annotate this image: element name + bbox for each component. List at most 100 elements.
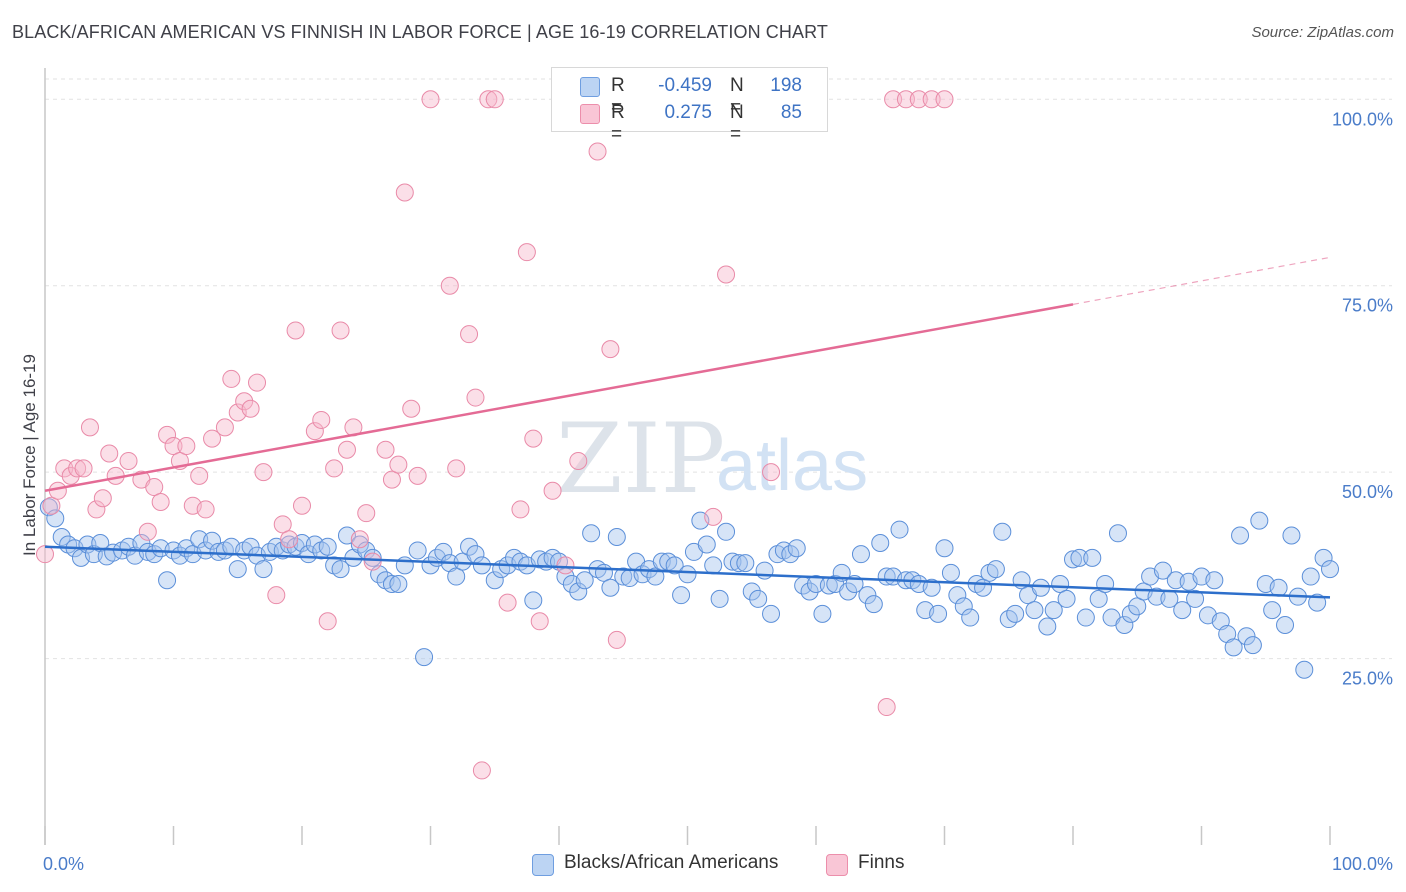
series-blacks-points <box>39 498 1339 679</box>
blacks-point <box>1153 561 1172 580</box>
finns-point <box>318 612 337 631</box>
blacks-point <box>646 567 665 586</box>
legend-n-label: N = <box>730 75 744 118</box>
blacks-point <box>601 578 620 597</box>
x-tick-label-min: 0.0% <box>43 854 84 874</box>
legend-label-finns: Finns <box>858 852 905 873</box>
finns-point <box>543 481 562 500</box>
finns-point <box>145 478 164 497</box>
finns-point <box>395 183 414 202</box>
finns-point <box>312 410 331 429</box>
trend-line-blacks <box>44 545 1331 599</box>
legend-swatch-pink <box>580 104 600 124</box>
finns-point <box>524 429 543 448</box>
finns-point <box>331 321 350 340</box>
finns-point <box>479 90 498 109</box>
finns-point <box>884 90 903 109</box>
legend-n-value: 85 <box>780 102 802 123</box>
blacks-point <box>1121 604 1140 623</box>
finns-point <box>196 500 215 519</box>
blacks-point <box>1128 597 1147 616</box>
finns-point <box>222 369 241 388</box>
finns-point <box>138 522 157 541</box>
blacks-point <box>1321 560 1339 579</box>
watermark-zip: ZIP <box>556 403 725 515</box>
blacks-point <box>575 571 594 590</box>
finns-point <box>177 437 196 456</box>
trend-lines <box>44 256 1331 599</box>
correlation-legend: R = -0.459 N = 198 R = 0.275 N = 85 <box>551 67 828 145</box>
blacks-point <box>1006 604 1025 623</box>
blacks-point <box>1064 550 1082 569</box>
blacks-point <box>415 648 434 667</box>
blacks-point <box>1314 548 1333 567</box>
finns-point <box>466 388 485 407</box>
y-tick-label: 25.0% <box>1342 669 1393 689</box>
blacks-point <box>762 604 781 623</box>
blacks-point <box>665 556 684 575</box>
blacks-point <box>1025 601 1044 620</box>
y-tick-labels: 25.0% 50.0% 75.0% 100.0% <box>1332 109 1393 688</box>
blacks-point <box>871 533 890 552</box>
blacks-point <box>929 604 948 623</box>
blacks-point <box>318 537 337 556</box>
finns-point <box>896 90 915 109</box>
finns-point <box>704 507 723 526</box>
series-finns-points <box>36 90 954 780</box>
finns-point <box>460 325 479 344</box>
blacks-point <box>839 582 858 601</box>
blacks-point <box>1044 601 1063 620</box>
blacks-point <box>1108 524 1127 543</box>
finns-point <box>248 373 267 392</box>
blacks-point <box>1295 660 1314 679</box>
finns-point <box>36 545 54 564</box>
series-legend: Blacks/African Americans Finns <box>0 852 1406 880</box>
legend-r-value: 0.275 <box>664 102 712 123</box>
finns-point <box>498 593 517 612</box>
blacks-point <box>582 524 601 543</box>
blacks-point <box>800 582 819 601</box>
blacks-point <box>851 545 870 564</box>
blacks-point <box>807 575 825 593</box>
blacks-point <box>1186 589 1205 608</box>
blacks-point <box>1308 593 1327 612</box>
blacks-point <box>524 591 543 610</box>
blacks-point <box>1166 571 1185 590</box>
blacks-point <box>717 522 736 541</box>
blacks-point <box>1076 608 1095 627</box>
finns-point <box>517 243 536 262</box>
blacks-point <box>196 541 215 560</box>
blacks-point <box>382 575 401 593</box>
trend-line-finns-extension <box>1072 256 1331 305</box>
blacks-point <box>1057 589 1076 608</box>
blacks-point <box>1250 511 1269 530</box>
blacks-point <box>704 556 723 575</box>
finns-point <box>421 90 440 109</box>
blacks-point <box>749 589 768 608</box>
finns-point <box>267 586 286 605</box>
blacks-point <box>1173 601 1192 620</box>
finns-point <box>42 496 61 515</box>
finns-point <box>530 612 549 631</box>
blacks-point <box>736 554 755 573</box>
finns-point <box>151 492 170 511</box>
finns-point <box>588 142 607 161</box>
blacks-point <box>1231 526 1250 545</box>
finns-point <box>357 504 376 523</box>
blacks-point <box>1070 548 1089 567</box>
blacks-point <box>569 582 588 601</box>
blacks-point <box>331 560 350 579</box>
legend-r-label: R = <box>611 75 625 118</box>
finns-point <box>100 444 119 463</box>
finns-point <box>254 463 273 482</box>
blacks-point <box>1269 578 1288 597</box>
watermark-atlas: atlas <box>716 426 868 506</box>
blacks-point <box>447 567 466 586</box>
y-axis-label: In Labor Force | Age 16-19 <box>20 354 39 556</box>
blacks-point <box>986 560 1005 579</box>
finns-point <box>93 489 112 508</box>
blacks-point <box>485 571 504 590</box>
blacks-point <box>158 571 177 590</box>
finns-point <box>511 500 530 519</box>
finns-point <box>68 459 87 478</box>
